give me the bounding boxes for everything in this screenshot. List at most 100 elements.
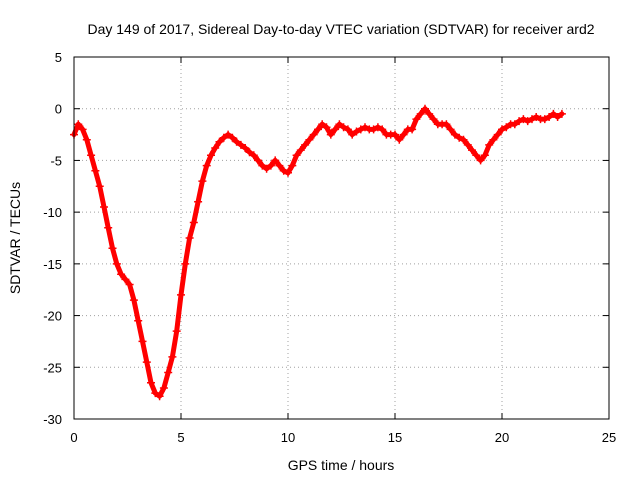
data-point xyxy=(249,151,258,160)
data-point xyxy=(463,140,472,149)
y-tick-label: 0 xyxy=(55,102,62,117)
data-point xyxy=(489,135,498,144)
data-point xyxy=(391,130,399,139)
data-point xyxy=(172,327,181,336)
data-point xyxy=(215,137,224,146)
data-point xyxy=(181,259,190,268)
data-point xyxy=(112,259,121,268)
data-point xyxy=(266,161,275,170)
data-point xyxy=(254,156,262,165)
data-point xyxy=(314,125,322,134)
data-point xyxy=(100,203,108,211)
data-point xyxy=(117,270,126,279)
data-point xyxy=(450,130,459,139)
data-point xyxy=(493,130,502,139)
data-point xyxy=(275,161,284,170)
data-point xyxy=(399,130,408,139)
data-point xyxy=(532,113,541,121)
y-tick-label: 5 xyxy=(55,50,62,65)
data-point xyxy=(159,384,168,392)
data-point xyxy=(284,168,292,177)
data-point xyxy=(91,166,100,175)
data-point xyxy=(459,135,468,144)
data-point xyxy=(155,392,164,401)
data-point xyxy=(164,368,173,377)
data-point xyxy=(288,161,297,170)
data-point xyxy=(408,125,417,134)
data-point xyxy=(356,125,365,134)
data-point xyxy=(318,120,327,129)
data-point xyxy=(343,125,352,134)
data-point xyxy=(480,151,489,160)
y-tick-label: -20 xyxy=(43,309,62,324)
data-point xyxy=(523,117,532,126)
data-point xyxy=(331,125,340,134)
data-point xyxy=(198,177,207,186)
data-point xyxy=(322,123,331,132)
data-point xyxy=(108,244,117,253)
data-point xyxy=(74,120,83,129)
data-point xyxy=(228,133,237,142)
data-point xyxy=(142,358,151,367)
data-point xyxy=(262,164,271,173)
data-point xyxy=(326,130,335,139)
data-point xyxy=(485,140,494,149)
data-point xyxy=(211,144,220,152)
data-point xyxy=(425,109,434,118)
data-point xyxy=(296,146,305,155)
data-point xyxy=(309,130,318,139)
data-point xyxy=(553,113,562,121)
data-point xyxy=(395,135,404,144)
data-point xyxy=(125,280,134,289)
data-point xyxy=(138,337,147,346)
x-tick-label: 0 xyxy=(70,430,77,445)
data-point xyxy=(476,156,485,165)
x-axis-label: GPS time / hours xyxy=(288,457,395,473)
data-point xyxy=(335,120,344,129)
data-point xyxy=(245,148,254,157)
data-point xyxy=(498,125,506,134)
data-point xyxy=(545,113,554,121)
data-point xyxy=(202,161,211,170)
plot-frame xyxy=(73,56,610,420)
data-point xyxy=(519,115,528,124)
data-point xyxy=(236,140,245,149)
y-axis-label: SDTVAR / TECUs xyxy=(7,182,23,294)
data-point xyxy=(557,109,566,118)
data-point xyxy=(194,197,203,206)
data-point xyxy=(549,109,558,118)
x-tick-label: 10 xyxy=(281,430,295,445)
chart-title: Day 149 of 2017, Sidereal Day-to-day VTE… xyxy=(87,21,594,37)
data-point xyxy=(241,144,250,152)
data-point xyxy=(510,120,519,129)
data-point xyxy=(515,117,524,126)
data-point xyxy=(78,125,87,134)
data-point xyxy=(207,151,215,160)
data-point xyxy=(129,296,138,305)
data-point xyxy=(528,115,536,124)
data-point xyxy=(442,120,451,129)
data-point xyxy=(258,161,267,170)
axis-ticks: 0 5 10 15 20 25 5 0 -5 -10 -15 -20 -25 -30 xyxy=(43,50,616,445)
data-series xyxy=(70,104,566,401)
data-point xyxy=(121,275,130,284)
x-tick-label: 20 xyxy=(495,430,509,445)
data-point xyxy=(151,389,160,398)
data-point xyxy=(95,182,104,191)
x-tick-label: 5 xyxy=(177,430,184,445)
x-tick-label: 25 xyxy=(602,430,616,445)
data-point xyxy=(87,151,96,160)
data-point xyxy=(185,234,194,242)
data-point xyxy=(82,135,91,144)
data-point xyxy=(429,115,438,124)
data-point xyxy=(369,125,378,134)
y-tick-label: -30 xyxy=(43,412,62,427)
y-tick-label: -5 xyxy=(50,153,62,168)
y-tick-label: -15 xyxy=(43,257,62,272)
y-tick-label: -25 xyxy=(43,360,62,375)
data-point xyxy=(271,156,280,165)
data-point xyxy=(361,123,369,132)
x-tick-label: 15 xyxy=(388,430,402,445)
data-point xyxy=(168,352,177,361)
